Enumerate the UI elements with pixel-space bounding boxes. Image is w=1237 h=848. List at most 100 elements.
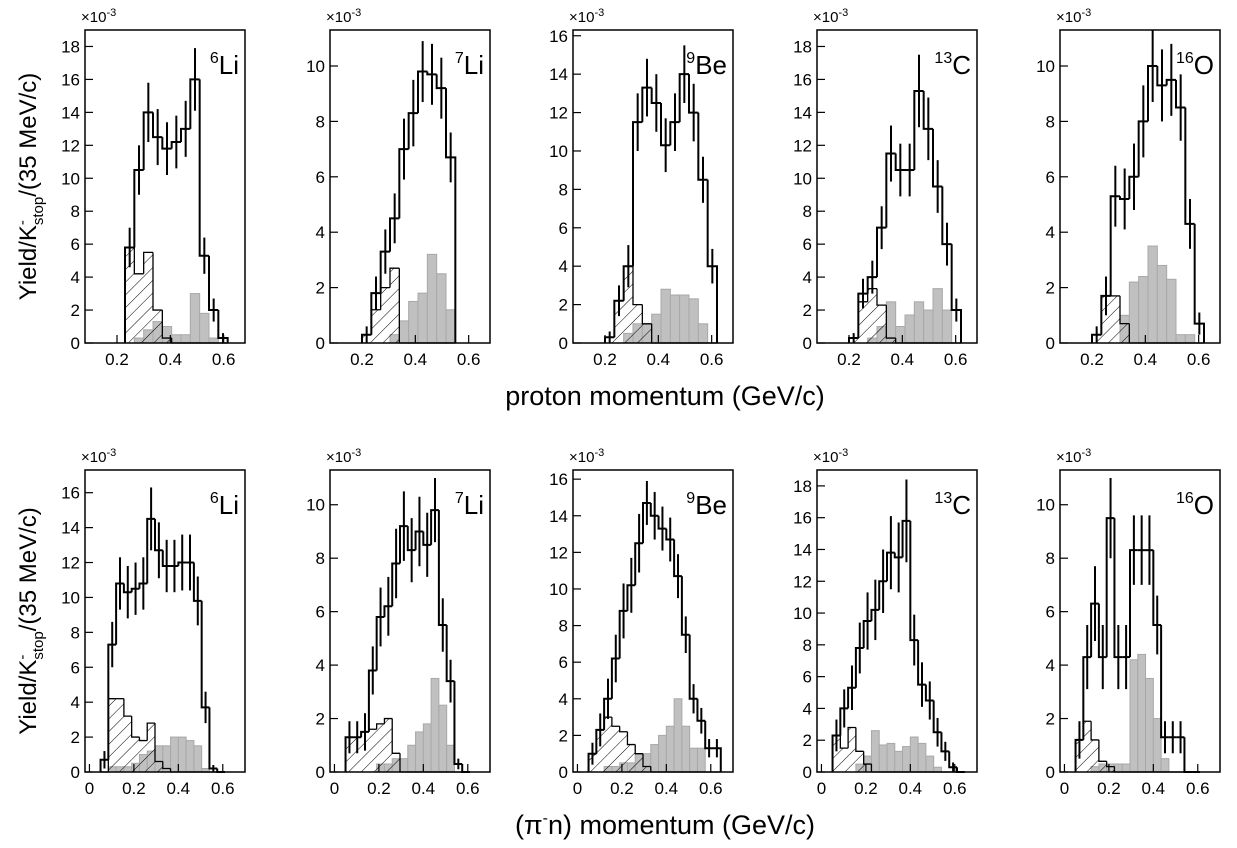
bar [885, 301, 897, 344]
nucleus-label: 7Li [455, 50, 484, 80]
y-tick-label: 8 [559, 617, 568, 636]
histogram-step [142, 111, 153, 171]
histogram-step [133, 169, 144, 248]
histogram-step [435, 74, 446, 90]
hatched-outline [632, 266, 643, 306]
histogram-step [831, 734, 841, 772]
histogram-step [610, 657, 620, 699]
hatched-bar [633, 304, 643, 343]
hatched-outline [839, 735, 849, 749]
y-tick-label: 10 [61, 169, 80, 188]
histogram-step [862, 620, 872, 649]
bar [1166, 278, 1177, 344]
hatched-outline [619, 726, 628, 733]
histogram-step [603, 697, 612, 730]
histogram-step [657, 515, 667, 530]
y-tick-label: 4 [316, 223, 325, 242]
multiplier-exponent: -3 [351, 447, 361, 459]
histogram-step [198, 79, 209, 257]
hatched-outline [146, 722, 155, 741]
histogram-step [650, 87, 661, 104]
hatched-outline [863, 751, 872, 765]
bar [923, 309, 934, 344]
histogram-step [641, 86, 652, 123]
x-tick-label: 0.6 [211, 779, 235, 798]
hatched-bar [867, 288, 877, 343]
hatched-outline [131, 716, 140, 738]
histogram-step [642, 501, 651, 544]
bar [1113, 763, 1123, 773]
y-tick-label: 0 [1046, 763, 1055, 782]
histogram-step [208, 707, 218, 770]
histogram-step [445, 625, 455, 683]
y-tick-label: 14 [549, 65, 568, 84]
hatched-bar [604, 717, 612, 772]
y-tick-label: 8 [316, 549, 325, 568]
bar [660, 288, 671, 344]
y-tick-label: 6 [316, 168, 325, 187]
histogram-step [870, 608, 880, 621]
y-tick-label: 2 [71, 728, 80, 747]
y-tick-label: 2 [559, 726, 568, 745]
bar [688, 298, 699, 344]
y-tick-label: 12 [549, 543, 568, 562]
element: Li [464, 50, 484, 80]
bar [177, 736, 187, 773]
bar [669, 294, 681, 344]
y-label-sub: stop [30, 631, 47, 659]
bar [941, 309, 953, 344]
histogram-step [847, 686, 856, 709]
y-tick-label: 4 [71, 693, 80, 712]
multiplier-base: ×10 [326, 449, 351, 466]
bar [1156, 264, 1168, 344]
bar [408, 300, 419, 344]
y-tick-label: 6 [316, 603, 325, 622]
histogram-step [704, 720, 713, 750]
hatched-bar [642, 323, 652, 343]
histogram-step [866, 276, 877, 294]
x-tick-label: 0 [1060, 779, 1069, 798]
y-tick-label: 4 [71, 268, 80, 287]
y-axis-label: Yield/K-stop/(35 MeV/c) [14, 73, 47, 301]
y-tick-label: 2 [71, 301, 80, 320]
y-tick-label: 16 [61, 484, 80, 503]
x-label-suffix: n) momentum (GeV/c) [548, 810, 815, 840]
histogram-step [854, 647, 864, 688]
frame [84, 469, 246, 773]
histogram-step [1090, 602, 1099, 658]
hatched-bar [1098, 761, 1107, 772]
histogram-step [595, 728, 605, 754]
histogram-step [389, 217, 400, 252]
hatched-bar [840, 748, 849, 772]
histogram-step [688, 74, 699, 114]
multiplier-exponent: -3 [351, 7, 361, 19]
multiplier-exponent: -3 [594, 447, 604, 459]
mass-number: 6 [210, 490, 219, 507]
y-tick-label: 8 [71, 202, 80, 221]
x-tick-label: 0.4 [899, 779, 923, 798]
y-tick-label: 0 [803, 763, 812, 782]
hatched-bar [361, 731, 369, 772]
y-tick-label: 14 [549, 507, 568, 526]
multiplier-base: ×10 [1056, 449, 1081, 466]
hatched-outline [152, 252, 163, 311]
y-tick-label: 6 [1046, 168, 1055, 187]
histogram-step [375, 615, 385, 671]
histogram-step [379, 250, 390, 294]
y-tick-label: 16 [549, 470, 568, 489]
histogram-step [124, 246, 135, 343]
element: Li [219, 50, 239, 80]
histogram-step [649, 502, 659, 517]
histogram-step [673, 539, 682, 578]
histogram-step [1074, 738, 1084, 772]
multiplier: ×10-3 [81, 7, 116, 26]
y-tick-label: 10 [793, 604, 812, 623]
hatched-bar [596, 729, 605, 772]
hatched-outline [611, 717, 620, 727]
panel: 0 2 4 6 8 10 12 14 16 18 0.2 0.4 0.6 ×10-3 13C [793, 7, 978, 369]
y-tick-label: 0 [316, 763, 325, 782]
bar [904, 314, 915, 344]
y-tick-label: 14 [793, 103, 812, 122]
bar [696, 747, 706, 773]
